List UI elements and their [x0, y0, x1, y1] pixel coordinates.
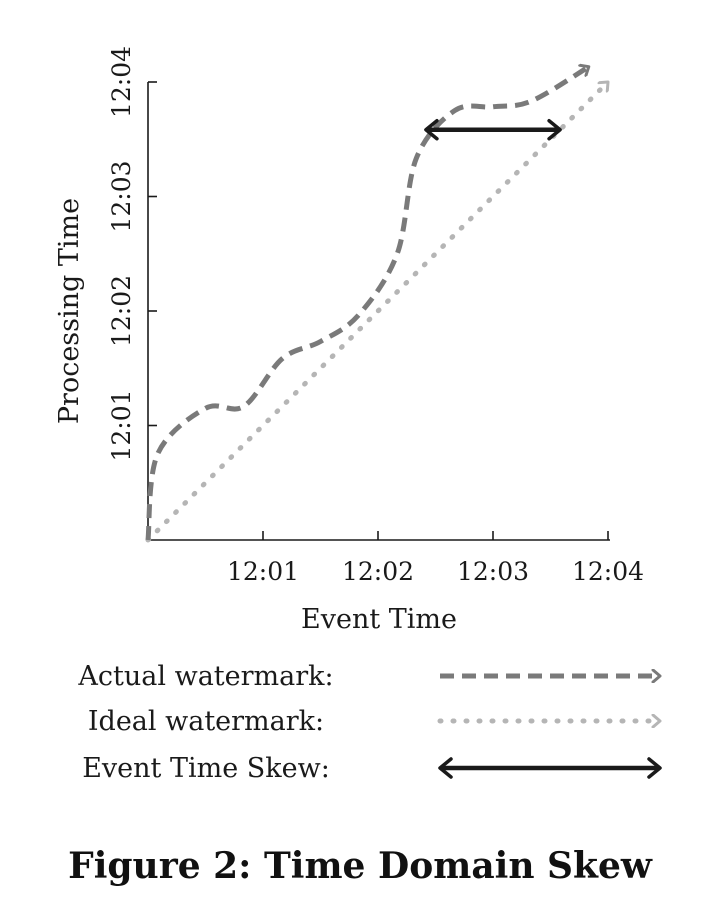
series-ideal-watermark-line — [145, 79, 611, 543]
legend-label-ideal: Ideal watermark: — [88, 706, 324, 737]
legend: Actual watermark: Ideal watermark: Event… — [77, 661, 663, 784]
x-axis-label: Event Time — [301, 604, 457, 635]
y-tick-label: 12:04 — [107, 46, 136, 118]
legend-label-actual: Actual watermark: — [77, 661, 333, 692]
x-tick-label: 12:04 — [572, 557, 644, 586]
x-tick-label: 12:02 — [342, 557, 414, 586]
x-ticks: 12:01 12:02 12:03 12:04 — [227, 531, 644, 586]
y-tick-label: 12:01 — [107, 389, 136, 461]
legend-label-skew: Event Time Skew: — [82, 753, 330, 784]
series-actual-watermark-line — [145, 67, 589, 541]
x-tick-label: 12:03 — [457, 557, 529, 586]
y-tick-label: 12:02 — [107, 275, 136, 347]
y-axis-label: Processing Time — [54, 198, 85, 424]
series-layer — [145, 67, 611, 543]
figure-caption: Figure 2: Time Domain Skew — [68, 845, 652, 887]
x-tick-label: 12:01 — [227, 557, 299, 586]
plot-area: 12:01 12:02 12:03 12:04 12:0112:0212:0312:0… — [107, 46, 644, 586]
y-tick-label: 12:03 — [107, 160, 136, 232]
y-ticks: 12:01 12:02 12:03 12:04 — [107, 46, 157, 462]
